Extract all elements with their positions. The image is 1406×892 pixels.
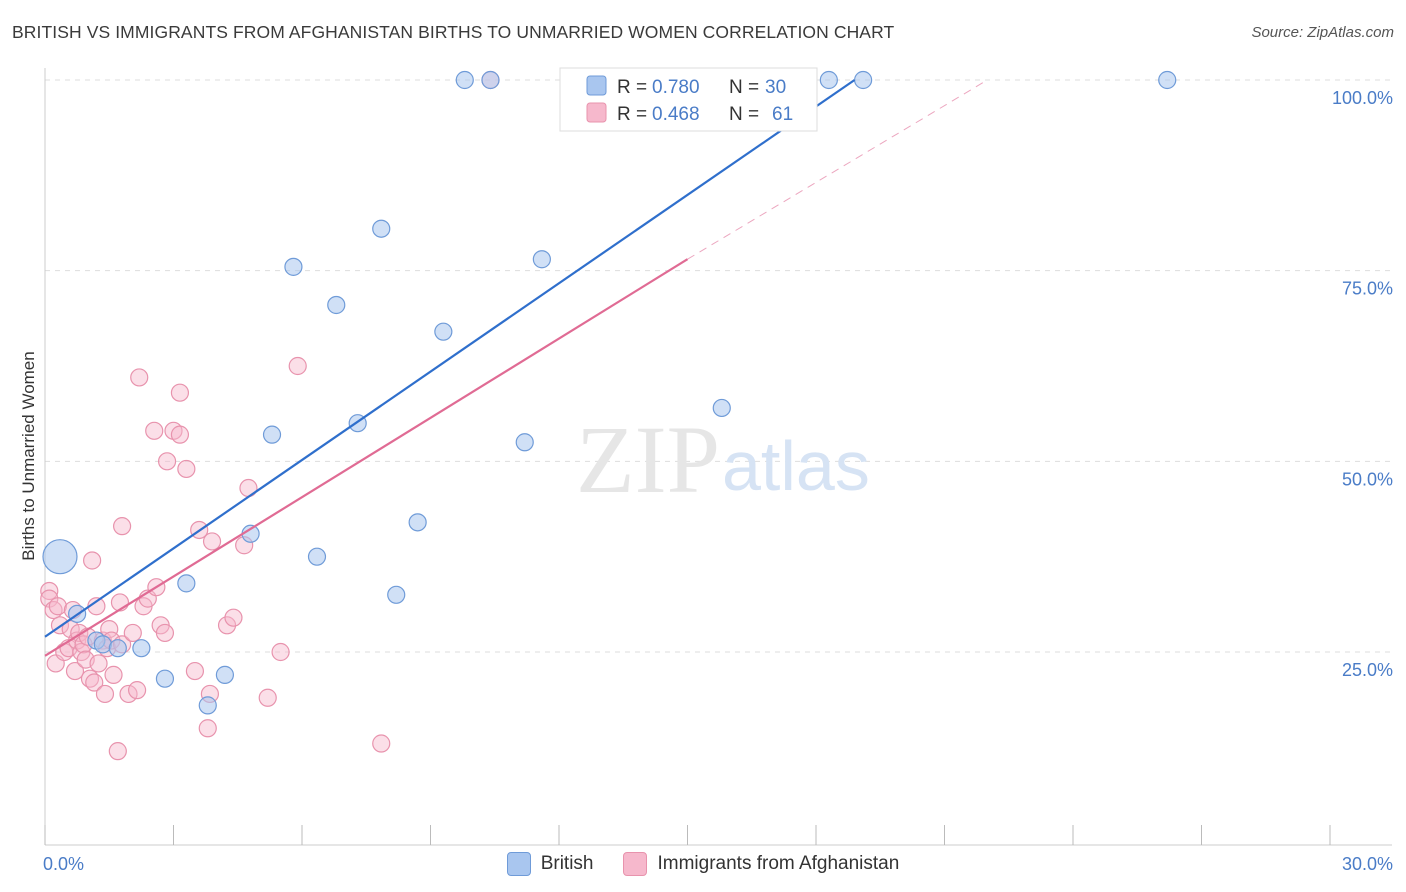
legend-item-british: British (506, 852, 594, 876)
y-axis-title: Births to Unmarried Women (19, 351, 38, 560)
legend-swatch-british (586, 75, 607, 96)
afghan-point-32 (119, 684, 138, 704)
afghan-point-34 (127, 681, 147, 700)
legend-british-n-value: 30 (765, 77, 786, 98)
afghan-point-19 (85, 673, 104, 692)
afghan-trend-extension (687, 79, 988, 260)
british-point-25 (712, 398, 731, 418)
trend-lines (44, 79, 988, 657)
x-tick-label-0: 0.0% (43, 854, 84, 874)
british-point-7 (177, 574, 196, 593)
british-point-11 (262, 425, 282, 444)
british-point-16 (372, 219, 391, 238)
british-point-14 (327, 295, 346, 315)
afghan-point-53 (224, 608, 243, 627)
british-point-20 (455, 70, 474, 90)
legend-afghan-r-label: R = (617, 104, 647, 125)
british-points (42, 70, 1177, 715)
legend-british-r-label: R = (617, 77, 647, 98)
bottom-legend: British Immigrants from Afghanistan (0, 852, 1406, 876)
y-tick-label-2: 75.0% (1342, 279, 1393, 299)
afghan-point-49 (198, 719, 217, 738)
afghan-point-45 (170, 383, 190, 402)
swatch-british (506, 852, 531, 876)
afghan-point-57 (271, 642, 290, 662)
british-point-4 (108, 639, 127, 658)
afghan-point-35 (130, 368, 149, 387)
legend-afghan-n-value: 61 (772, 104, 793, 125)
british-point-17 (387, 585, 406, 604)
x-tick-label-1: 30.0% (1342, 854, 1393, 874)
legend-swatch-afghan (586, 102, 607, 123)
afghan-trend-line (44, 258, 689, 657)
y-tick-label-3: 100.0% (1332, 88, 1393, 108)
afghan-point-47 (185, 661, 205, 681)
afghan-point-42 (157, 452, 177, 471)
source-label: Source: ZipAtlas.com (1251, 24, 1394, 41)
afghan-point-27 (104, 665, 123, 684)
afghan-point-41 (155, 623, 175, 643)
afghan-point-33 (123, 623, 142, 643)
swatch-afghan (623, 852, 648, 876)
british-point-13 (307, 547, 327, 566)
y-tick-label-0: 25.0% (1342, 660, 1393, 680)
afghan-point-56 (258, 688, 277, 707)
british-point-22 (515, 433, 534, 452)
y-tick-label-1: 50.0% (1342, 469, 1393, 489)
british-point-21 (481, 70, 500, 90)
tick-labels: 25.0% 50.0% 75.0% 100.0% 0.0% 30.0% (43, 88, 1393, 874)
axes (44, 68, 1392, 846)
afghan-point-0 (40, 581, 59, 601)
british-point-12 (284, 257, 303, 276)
legend-afghan-n-label: N = (729, 104, 759, 125)
top-legend: R = 0.780 N = 30 R = 0.468 N = 61 (559, 67, 818, 132)
afghan-point-58 (288, 356, 307, 376)
afghan-point-18 (83, 551, 102, 570)
watermark-zip: ZIP (576, 406, 720, 513)
afghan-point-10 (65, 661, 85, 681)
afghan-point-4 (48, 597, 67, 616)
legend-british-r-value: 0.780 (652, 77, 700, 98)
british-point-19 (434, 322, 453, 341)
afghan-points (40, 70, 500, 761)
afghan-point-46 (177, 459, 196, 479)
british-point-8 (198, 696, 217, 715)
british-point-5 (132, 639, 151, 658)
british-trend-line (44, 79, 856, 638)
afghan-point-25 (100, 620, 119, 639)
afghan-point-44 (170, 425, 190, 444)
british-point-0 (42, 539, 78, 575)
british-point-27 (854, 70, 873, 90)
british-point-26 (819, 70, 838, 90)
british-point-3 (93, 635, 112, 654)
afghan-point-51 (202, 532, 222, 551)
british-point-6 (155, 669, 175, 688)
grid-lines (45, 79, 1392, 653)
afghan-point-21 (89, 654, 108, 673)
afghan-point-59 (372, 734, 391, 753)
legend-afghan-r-value: 0.468 (652, 104, 700, 125)
afghan-point-52 (217, 616, 237, 635)
british-point-23 (532, 250, 551, 269)
chart-title: BRITISH VS IMMIGRANTS FROM AFGHANISTAN B… (12, 22, 895, 42)
afghan-point-8 (61, 620, 80, 639)
british-point-28 (1158, 70, 1177, 90)
afghan-point-38 (145, 421, 164, 440)
british-point-18 (408, 513, 427, 532)
legend-british-n-label: N = (729, 77, 759, 98)
watermark-atlas: atlas (722, 427, 870, 505)
legend-item-afghan: Immigrants from Afghanistan (623, 852, 899, 876)
afghan-point-28 (108, 742, 127, 761)
legend-label-afghan: Immigrants from Afghanistan (657, 853, 900, 874)
legend-label-british: British (540, 853, 594, 874)
afghan-point-31 (112, 517, 132, 536)
british-point-9 (215, 665, 234, 684)
afghan-point-23 (95, 684, 115, 704)
